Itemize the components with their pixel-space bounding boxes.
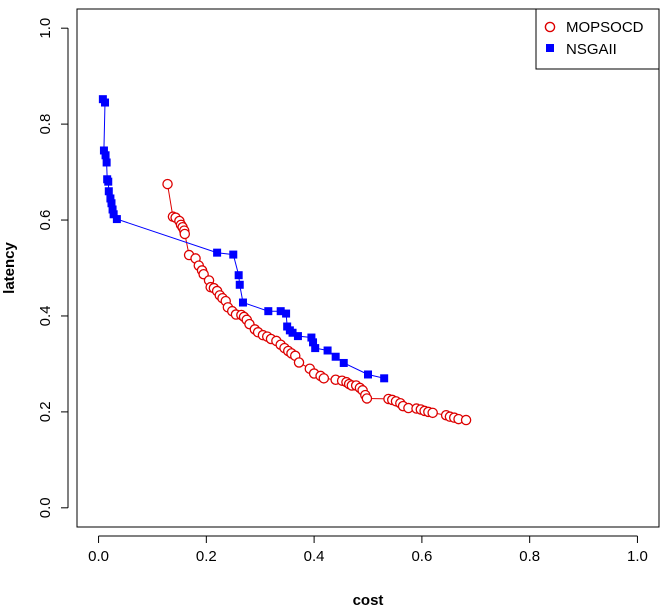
data-point-nsgaii <box>323 346 332 355</box>
y-tick-label: 0.2 <box>37 401 54 422</box>
data-point-nsgaii <box>99 146 108 155</box>
data-point-nsgaii <box>288 328 297 337</box>
x-axis-title: cost <box>353 592 384 609</box>
data-point-nsgaii <box>107 199 116 208</box>
data-point-nsgaii <box>276 307 285 316</box>
data-point-nsgaii <box>108 205 117 214</box>
x-tick-label: 0.4 <box>304 548 325 565</box>
data-point-nsgaii <box>264 307 273 316</box>
data-point-nsgaii <box>309 338 318 347</box>
legend: MOPSOCD NSGAII <box>535 8 660 70</box>
y-tick-label: 1.0 <box>37 18 54 39</box>
plot-frame <box>76 8 660 528</box>
data-point-nsgaii <box>364 370 372 379</box>
data-point-nsgaii <box>380 374 389 383</box>
y-axis: 0.0 0.2 0.4 0.6 0.8 1.0 <box>37 18 69 518</box>
data-point-nsgaii <box>235 280 244 289</box>
data-point-nsgaii <box>101 98 110 107</box>
legend-box <box>535 8 660 70</box>
series-line-mopsocd <box>167 184 467 421</box>
data-point-nsgaii <box>307 333 316 342</box>
data-point-nsgaii <box>213 248 222 257</box>
x-axis: 0.0 0.2 0.4 0.6 0.8 1.0 <box>88 535 648 565</box>
data-point-mopsocd <box>162 178 173 190</box>
data-point-nsgaii <box>112 215 121 224</box>
y-tick-label: 0.8 <box>37 114 54 135</box>
data-point-mopsocd <box>179 228 191 240</box>
y-tick-label: 0.4 <box>37 306 54 327</box>
y-tick-label: 0.0 <box>37 497 54 518</box>
data-point-nsgaii <box>282 309 291 318</box>
x-tick-label: 1.0 <box>627 548 648 565</box>
y-tick-label: 0.6 <box>37 210 54 231</box>
data-point-nsgaii <box>109 210 118 219</box>
data-point-nsgaii <box>234 271 243 280</box>
data-point-mopsocd <box>318 373 330 384</box>
legend-marker-nsgaii <box>546 44 554 52</box>
data-point-nsgaii <box>293 332 302 341</box>
data-point-nsgaii <box>229 250 238 259</box>
data-point-mopsocd <box>293 357 305 368</box>
data-point-nsgaii <box>339 358 348 367</box>
y-axis-title: latency <box>1 241 18 293</box>
series-line-nsgaii <box>102 98 385 379</box>
data-point-mopsocd <box>427 407 438 419</box>
data-point-nsgaii <box>331 352 340 361</box>
legend-marker-mopsocd <box>544 21 556 33</box>
data-point-nsgaii <box>311 344 320 353</box>
x-tick-label: 0.0 <box>88 548 109 565</box>
x-tick-label: 0.8 <box>519 548 540 565</box>
data-point-nsgaii <box>238 298 247 307</box>
data-point-nsgaii <box>104 177 113 186</box>
data-point-mopsocd <box>460 414 472 426</box>
data-point-nsgaii <box>106 194 115 203</box>
series-layer <box>98 95 472 426</box>
data-point-mopsocd <box>361 393 373 404</box>
x-tick-label: 0.6 <box>411 548 432 565</box>
legend-label-nsgaii: NSGAII <box>566 41 617 58</box>
x-tick-label: 0.2 <box>196 548 217 565</box>
data-point-nsgaii <box>101 151 110 160</box>
data-point-nsgaii <box>104 187 113 196</box>
data-point-nsgaii <box>102 158 111 167</box>
legend-label-mopsocd: MOPSOCD <box>566 19 644 36</box>
